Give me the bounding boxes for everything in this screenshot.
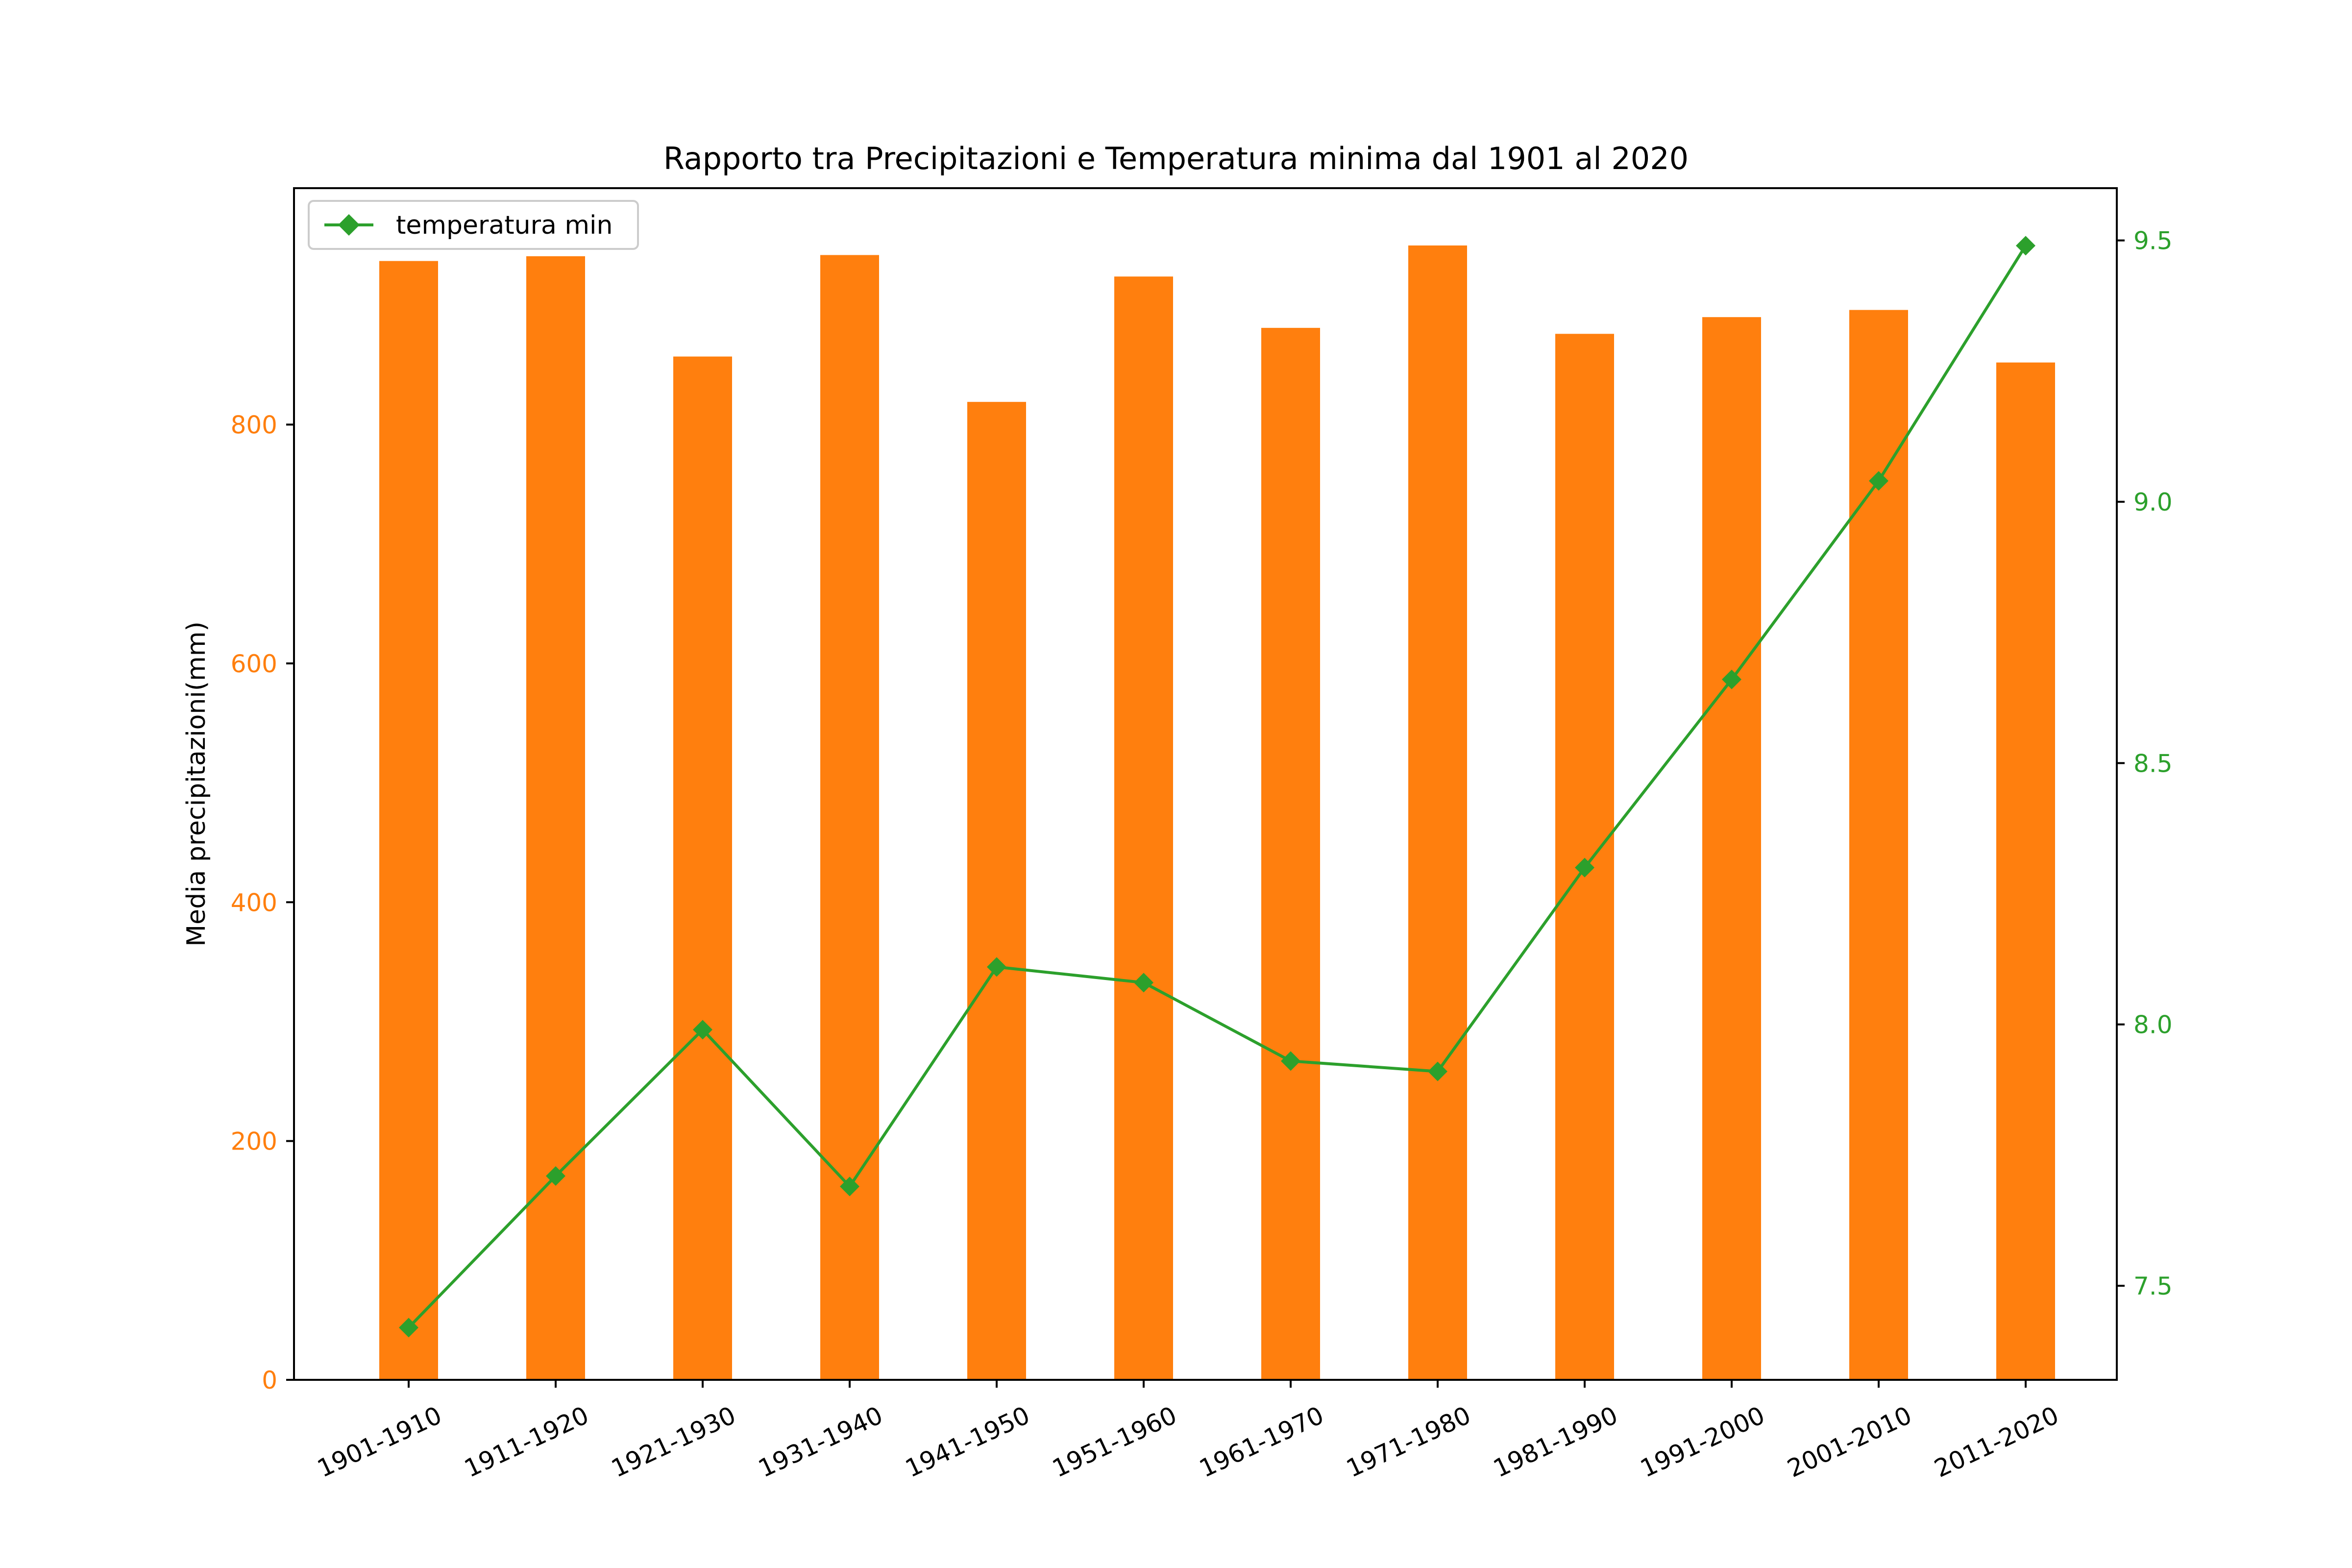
bar-2011-2020 — [1996, 362, 2055, 1380]
bar-1941-1950 — [967, 402, 1026, 1380]
point-1991-2000 — [1722, 669, 1741, 689]
left-tick-label: 0 — [262, 1366, 277, 1395]
bar-1981-1990 — [1555, 334, 1614, 1380]
legend-box — [308, 200, 639, 250]
chart-title: Rapporto tra Precipitazioni e Temperatur… — [663, 141, 1689, 176]
right-y-axis: 7.5 8.0 8.5 9.0 9.5 — [2117, 227, 2173, 1300]
point-1971-1980 — [1428, 1061, 1447, 1081]
left-tick-label: 200 — [231, 1127, 277, 1156]
point-1981-1990 — [1575, 858, 1594, 878]
point-1951-1960 — [1134, 973, 1153, 993]
bar-1931-1940 — [820, 255, 879, 1380]
point-1961-1970 — [1281, 1051, 1300, 1071]
bar-1961-1970 — [1261, 328, 1320, 1380]
left-y-axis-label: Media precipitazioni(mm) — [182, 621, 211, 947]
plot-frame — [293, 187, 2118, 1381]
right-tick-label: 8.0 — [2133, 1011, 2173, 1039]
point-1921-1930 — [693, 1020, 712, 1040]
legend-entry-label: temperatura min — [396, 211, 612, 240]
bar-1911-1920 — [526, 256, 585, 1380]
bar-1951-1960 — [1114, 276, 1173, 1380]
left-tick-label: 600 — [231, 650, 277, 678]
line-series-group — [399, 236, 2035, 1338]
right-tick-label: 8.5 — [2133, 749, 2173, 778]
bar-1901-1910 — [379, 261, 438, 1380]
point-1931-1940 — [840, 1176, 859, 1197]
right-tick-label: 7.5 — [2133, 1272, 2173, 1300]
bar-1991-2000 — [1702, 317, 1761, 1380]
line-temperatura-min — [407, 245, 2027, 1329]
bar-1921-1930 — [673, 356, 732, 1380]
point-2001-2010 — [1869, 471, 1888, 491]
right-tick-label: 9.5 — [2133, 227, 2173, 255]
bar-2001-2010 — [1849, 310, 1908, 1380]
point-1901-1910 — [399, 1318, 418, 1338]
point-1911-1920 — [546, 1166, 565, 1186]
bar-1971-1980 — [1408, 245, 1467, 1380]
left-y-axis: 0 200 400 600 800 — [231, 411, 294, 1395]
point-2011-2020 — [2016, 236, 2035, 256]
legend: temperatura min — [308, 200, 639, 250]
point-1941-1950 — [987, 957, 1006, 977]
left-tick-label: 800 — [231, 411, 277, 440]
left-tick-label: 400 — [231, 888, 277, 917]
right-tick-label: 9.0 — [2133, 488, 2173, 516]
legend-marker-swatch — [338, 214, 360, 236]
